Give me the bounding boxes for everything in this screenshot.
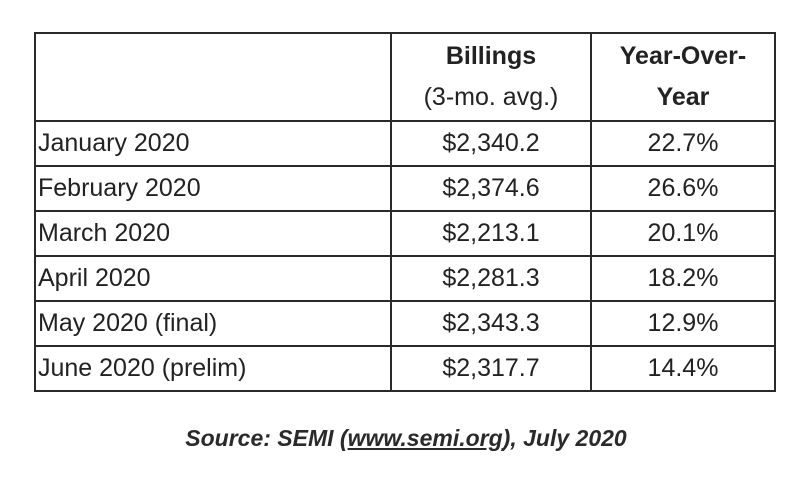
header-yoy: Year-Over- Year — [590, 32, 776, 122]
header-billings-title: Billings — [445, 42, 537, 70]
table-header-row: Billings (3-mo. avg.) Year-Over- Year — [34, 32, 776, 122]
yoy-cell: 18.2% — [590, 255, 776, 302]
source-suffix: ), July 2020 — [502, 425, 627, 451]
month-cell: January 2020 — [34, 120, 392, 167]
billings-cell: $2,213.1 — [390, 210, 592, 257]
billings-cell: $2,340.2 — [390, 120, 592, 167]
billings-cell: $2,317.7 — [390, 345, 592, 392]
billings-cell: $2,343.3 — [390, 300, 592, 347]
table-row: March 2020 $2,213.1 20.1% — [34, 210, 776, 257]
month-cell: June 2020 (prelim) — [34, 345, 392, 392]
month-cell: March 2020 — [34, 210, 392, 257]
source-prefix: Source: SEMI ( — [185, 425, 348, 451]
yoy-cell: 12.9% — [590, 300, 776, 347]
header-cell-blank — [34, 32, 392, 122]
header-yoy-line1: Year-Over- — [619, 42, 747, 70]
yoy-cell: 22.7% — [590, 120, 776, 167]
yoy-cell: 20.1% — [590, 210, 776, 257]
table-row: January 2020 $2,340.2 22.7% — [34, 120, 776, 167]
header-yoy-line2: Year — [656, 83, 710, 111]
month-cell: February 2020 — [34, 165, 392, 212]
yoy-cell: 26.6% — [590, 165, 776, 212]
month-cell: May 2020 (final) — [34, 300, 392, 347]
source-link[interactable]: www.semi.org — [347, 425, 503, 451]
header-billings: Billings (3-mo. avg.) — [390, 32, 592, 122]
source-caption: Source: SEMI (www.semi.org), July 2020 — [0, 425, 812, 452]
table-row: May 2020 (final) $2,343.3 12.9% — [34, 300, 776, 347]
billings-cell: $2,281.3 — [390, 255, 592, 302]
billings-table: Billings (3-mo. avg.) Year-Over- Year Ja… — [34, 32, 776, 392]
table-row: June 2020 (prelim) $2,317.7 14.4% — [34, 345, 776, 392]
table-row: April 2020 $2,281.3 18.2% — [34, 255, 776, 302]
month-cell: April 2020 — [34, 255, 392, 302]
table-row: February 2020 $2,374.6 26.6% — [34, 165, 776, 212]
yoy-cell: 14.4% — [590, 345, 776, 392]
header-billings-subtitle: (3-mo. avg.) — [423, 83, 559, 111]
billings-cell: $2,374.6 — [390, 165, 592, 212]
